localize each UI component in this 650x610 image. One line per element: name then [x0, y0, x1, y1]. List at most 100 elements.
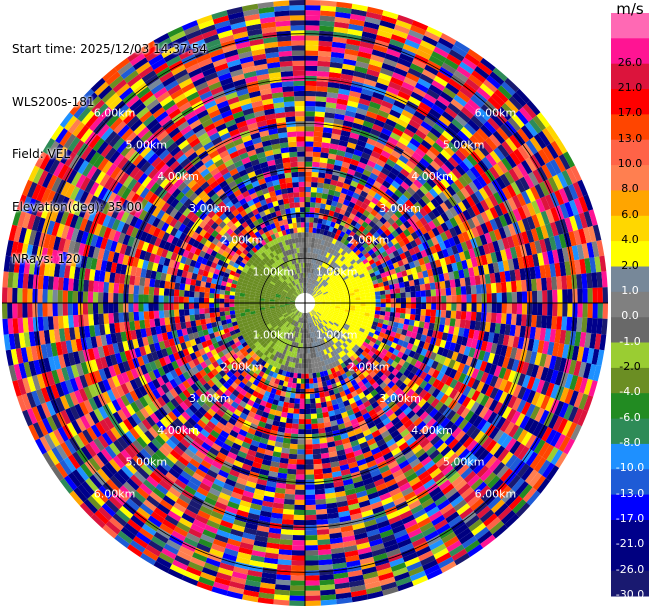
- gate-cell: [514, 413, 526, 427]
- gate-cell: [456, 527, 472, 541]
- gate-cell: [425, 191, 435, 202]
- gate-cell: [317, 66, 330, 72]
- gate-cell: [361, 472, 372, 481]
- gate-cell: [330, 254, 336, 261]
- gate-cell: [151, 423, 163, 435]
- gate-cell: [393, 433, 403, 443]
- gate-cell: [315, 96, 327, 103]
- gate-cell: [344, 420, 353, 428]
- gate-cell: [362, 26, 379, 35]
- gate-cell: [548, 413, 559, 430]
- gate-cell: [312, 315, 316, 321]
- gate-cell: [261, 348, 267, 354]
- gate-cell: [545, 208, 555, 224]
- gate-cell: [352, 365, 359, 373]
- gate-cell: [289, 318, 294, 324]
- gate-cell: [426, 358, 435, 368]
- gate-cell: [552, 303, 558, 317]
- gate-cell: [291, 341, 295, 347]
- gate-cell: [134, 376, 143, 388]
- gate-cell: [320, 203, 326, 210]
- gate-cell: [467, 494, 481, 508]
- gate-cell: [370, 128, 381, 137]
- gate-cell: [323, 229, 329, 236]
- gate-cell: [133, 470, 147, 484]
- gate-cell: [456, 294, 462, 303]
- gate-cell: [388, 346, 395, 354]
- gate-cell: [281, 359, 287, 366]
- gate-cell: [178, 546, 195, 557]
- gate-cell: [388, 412, 398, 422]
- gate-cell: [353, 117, 365, 126]
- gate-cell: [383, 123, 395, 132]
- gate-cell: [544, 354, 552, 369]
- gate-cell: [501, 140, 514, 155]
- gate-cell: [88, 457, 101, 472]
- gate-cell: [403, 519, 418, 530]
- gate-cell: [308, 317, 311, 323]
- gate-cell: [272, 502, 284, 509]
- gate-cell: [277, 346, 283, 353]
- gate-cell: [372, 473, 384, 483]
- gate-cell: [366, 438, 377, 446]
- gate-cell: [308, 368, 313, 374]
- gate-cell: [59, 478, 74, 494]
- gate-cell: [311, 327, 315, 333]
- gate-cell: [213, 400, 223, 409]
- gate-cell: [287, 407, 294, 414]
- gate-cell: [449, 227, 458, 238]
- gate-cell: [323, 251, 328, 257]
- gate-cell: [435, 309, 442, 318]
- gate-cell: [403, 406, 413, 416]
- gate-cell: [310, 273, 313, 279]
- gate-cell: [485, 153, 497, 167]
- gate-cell: [414, 360, 422, 369]
- gate-cell: [492, 163, 505, 177]
- gate-cell: [494, 204, 504, 217]
- gate-cell: [347, 498, 359, 506]
- gate-cell: [331, 470, 342, 478]
- gate-cell: [233, 370, 241, 379]
- gate-cell: [422, 392, 432, 402]
- gate-cell: [426, 463, 439, 475]
- gate-cell: [243, 344, 251, 351]
- gate-cell: [532, 169, 544, 184]
- gate-cell: [467, 544, 484, 558]
- gate-cell: [524, 350, 533, 364]
- gate-cell: [383, 220, 392, 229]
- gate-cell: [371, 401, 380, 409]
- gate-cell: [545, 382, 555, 398]
- gate-cell: [447, 423, 459, 435]
- gate-cell: [408, 350, 416, 358]
- gate-cell: [352, 75, 366, 84]
- gate-cell: [313, 468, 323, 475]
- gate-cell: [341, 204, 349, 211]
- gate-cell: [438, 191, 448, 203]
- gate-cell: [221, 348, 229, 356]
- gate-cell: [348, 201, 356, 209]
- gate-cell: [187, 395, 197, 405]
- gate-cell: [420, 555, 436, 566]
- gate-cell: [507, 223, 517, 236]
- gate-cell: [248, 376, 256, 384]
- gate-cell: [130, 474, 143, 487]
- gate-cell: [83, 386, 93, 400]
- gate-cell: [396, 477, 409, 488]
- gate-cell: [503, 368, 512, 381]
- gate-cell: [316, 282, 321, 288]
- gate-cell: [460, 106, 474, 120]
- gate-cell: [542, 127, 555, 144]
- gate-cell: [386, 259, 393, 266]
- gate-cell: [312, 293, 318, 298]
- gate-cell: [222, 425, 232, 435]
- gate-cell: [488, 230, 498, 243]
- gate-cell: [388, 81, 402, 91]
- gate-cell: [230, 491, 243, 500]
- gate-cell: [463, 470, 477, 484]
- gate-cell: [588, 209, 598, 226]
- gate-cell: [187, 333, 195, 341]
- gate-cell: [148, 540, 164, 553]
- gate-cell: [369, 328, 376, 334]
- gate-cell: [323, 416, 331, 423]
- gate-cell: [379, 196, 388, 205]
